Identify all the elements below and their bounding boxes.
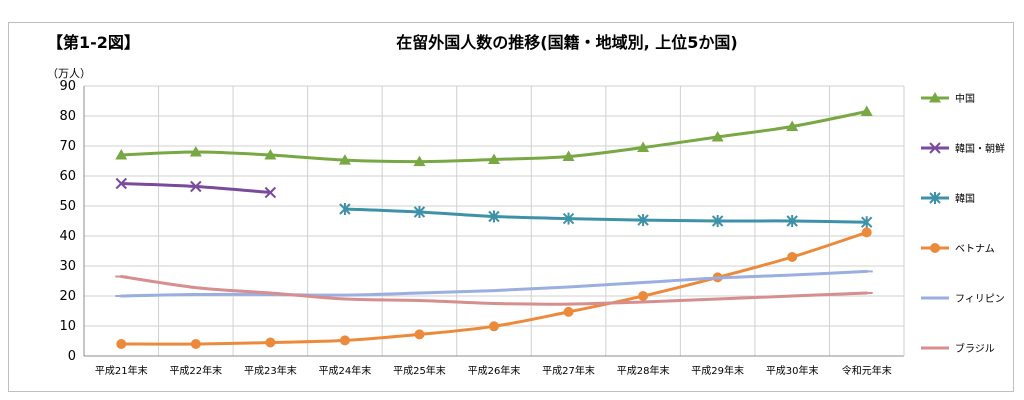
y-unit-label: （万人）: [47, 67, 91, 80]
data-point: [190, 339, 201, 349]
data-point: [637, 214, 649, 227]
data-point: [929, 92, 941, 103]
data-point: [562, 150, 575, 161]
series-3: [116, 227, 872, 349]
x-axis-ticks: 平成21年末 平成22年末 平成23年末 平成24年末 平成25年末 平成26年末 平成27…: [95, 364, 892, 377]
y-tick-label: 20: [59, 289, 76, 304]
data-point: [190, 180, 202, 193]
x-tick-label: 平成24年末: [319, 364, 372, 377]
y-tick-label: 50: [59, 199, 76, 214]
data-point: [563, 306, 574, 317]
legend-item: ブラジル: [921, 342, 995, 355]
legend-item: 韓国: [921, 192, 975, 205]
figure-label: 【第1-2図】: [47, 33, 140, 52]
x-tick-label: 平成23年末: [244, 364, 297, 377]
data-point: [264, 149, 277, 160]
y-tick-label: 10: [59, 319, 76, 334]
y-axis-ticks: 0 10 20 30 40 50 60 70 80 90: [59, 79, 76, 364]
legend-item: ベトナム: [921, 243, 995, 255]
x-tick-label: 平成25年末: [393, 364, 446, 377]
series-group: [115, 105, 873, 349]
x-tick-label: 平成21年末: [95, 364, 148, 377]
data-point: [637, 141, 650, 152]
data-point: [488, 210, 500, 223]
series-2: [339, 203, 873, 229]
y-tick-label: 70: [59, 139, 76, 154]
y-tick-label: 0: [68, 349, 76, 364]
data-point: [116, 339, 127, 349]
data-point: [638, 291, 649, 301]
x-tick-label: 平成26年末: [468, 364, 521, 377]
y-tick-label: 60: [59, 169, 76, 184]
data-point: [711, 131, 724, 142]
data-point: [115, 177, 127, 190]
x-tick-label: 平成22年末: [169, 364, 222, 377]
data-point: [860, 105, 873, 116]
data-point: [861, 216, 873, 229]
legend-label: 韓国: [955, 193, 975, 205]
data-point: [339, 203, 351, 215]
y-tick-label: 40: [59, 229, 76, 244]
data-point: [929, 142, 941, 154]
series-1: [115, 177, 277, 199]
legend-label: 韓国・朝鮮: [955, 142, 1005, 155]
x-tick-label: 平成29年末: [691, 364, 744, 377]
data-point: [413, 155, 426, 167]
chart-frame: 【第1-2図】 在留外国人数の推移(国籍・地域別, 上位5か国) （万人） 0 1…: [8, 22, 1014, 392]
data-point: [929, 192, 941, 204]
legend-label: 中国: [955, 92, 975, 105]
data-point: [265, 337, 276, 348]
x-tick-label: 平成27年末: [542, 364, 595, 377]
data-point: [115, 149, 128, 160]
legend-label: ブラジル: [955, 342, 995, 355]
x-tick-label: 平成30年末: [766, 364, 819, 377]
data-point: [861, 227, 872, 238]
legend-label: ベトナム: [955, 243, 995, 255]
y-tick-label: 30: [59, 259, 76, 274]
y-tick-label: 80: [59, 109, 76, 124]
y-tick-label: 90: [59, 79, 76, 94]
data-point: [338, 154, 351, 165]
data-point: [711, 215, 724, 227]
legend-item: 韓国・朝鮮: [921, 142, 1005, 155]
data-point: [413, 206, 426, 218]
series-line: [343, 207, 869, 224]
data-point: [414, 329, 425, 340]
legend-item: 中国: [921, 92, 975, 105]
data-point: [189, 146, 202, 157]
data-point: [786, 120, 799, 131]
data-point: [787, 252, 798, 262]
axes: [83, 85, 905, 357]
x-tick-label: 平成28年末: [617, 364, 670, 377]
series-4: [115, 269, 873, 298]
data-point: [339, 335, 350, 346]
line-chart: 【第1-2図】 在留外国人数の推移(国籍・地域別, 上位5か国) （万人） 0 1…: [47, 33, 1005, 377]
data-point: [786, 215, 798, 227]
data-point: [489, 321, 499, 332]
data-point: [488, 153, 500, 164]
series-line: [119, 182, 272, 194]
legend-item: フィリピン: [921, 293, 1005, 305]
data-point: [930, 243, 940, 253]
series-0: [115, 105, 873, 167]
data-point: [562, 212, 575, 225]
series-5: [115, 275, 873, 306]
legend-label: フィリピン: [955, 293, 1005, 305]
data-point: [264, 186, 277, 199]
x-tick-label: 令和元年末: [842, 364, 892, 377]
chart-title: 在留外国人数の推移(国籍・地域別, 上位5か国): [396, 33, 737, 52]
